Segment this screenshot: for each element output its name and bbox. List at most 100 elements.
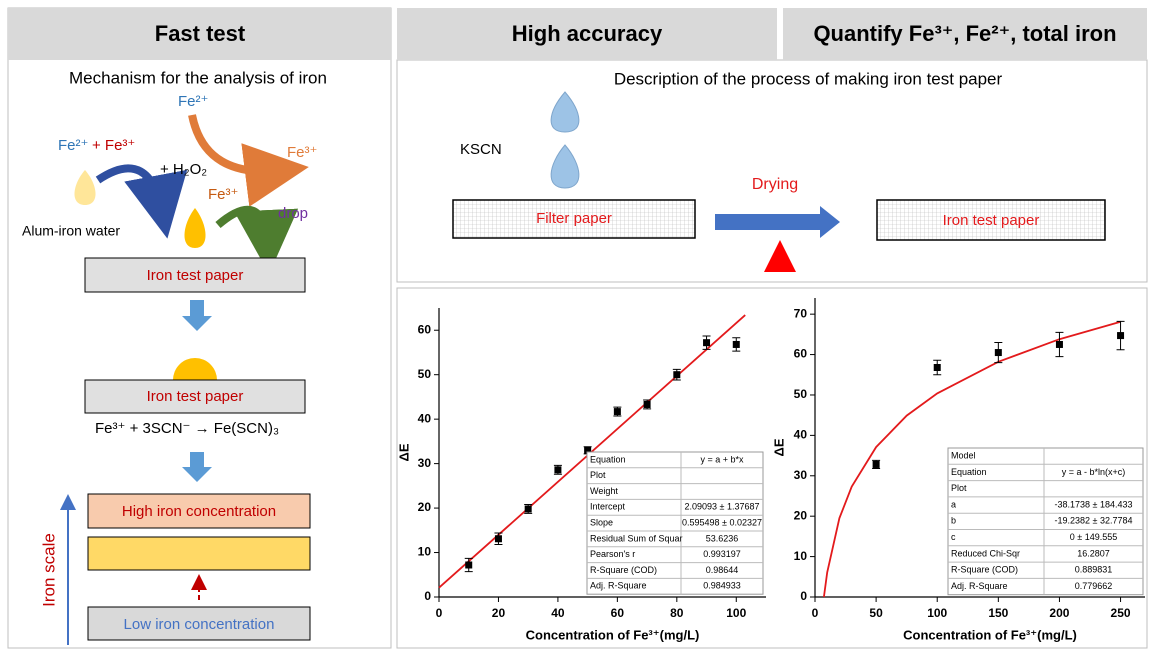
reaction-arrow	[98, 168, 163, 215]
table-cell: -38.1738 ± 184.433	[1054, 499, 1132, 509]
data-point	[525, 505, 532, 512]
table-cell: Plot	[590, 470, 606, 480]
panel-title: Description of the process of making iro…	[614, 69, 1003, 88]
x-axis-label: Concentration of Fe³⁺(mg/L)	[526, 627, 700, 642]
x-tick-label: 40	[551, 606, 565, 620]
table-cell: Reduced Chi-Sqr	[951, 548, 1020, 558]
y-tick-label: 30	[794, 468, 808, 482]
x-tick-label: 0	[436, 606, 443, 620]
color-box	[88, 537, 310, 570]
step-label: Drying	[752, 176, 798, 193]
ion-label: Fe²⁺	[178, 93, 208, 110]
table-cell: Equation	[590, 454, 626, 464]
reagent-label: KSCN	[460, 141, 502, 158]
flow-arrow	[715, 206, 840, 238]
x-axis-label: Concentration of Fe³⁺(mg/L)	[903, 627, 1077, 642]
x-tick-label: 80	[670, 606, 684, 620]
y-tick-label: 20	[794, 508, 808, 522]
table-cell: -19.2382 ± 32.7784	[1054, 516, 1132, 526]
box-label: High iron concentration	[122, 503, 276, 520]
y-tick-label: 30	[418, 456, 432, 470]
table-cell: Equation	[951, 467, 987, 477]
table-cell: 16.2807	[1077, 548, 1110, 558]
ion-label: Fe²⁺	[58, 137, 88, 154]
table-cell: 2.09093 ± 1.37687	[684, 502, 759, 512]
data-point	[673, 371, 680, 378]
box-label: Iron test paper	[147, 388, 244, 405]
table-cell: 53.6236	[706, 533, 739, 543]
reaction-arrow	[218, 210, 268, 250]
table-cell: Plot	[951, 483, 967, 493]
table-cell: Pearson's r	[590, 549, 635, 559]
table-cell: R-Square (COD)	[590, 565, 657, 575]
data-point	[873, 461, 880, 468]
data-point	[703, 339, 710, 346]
data-point	[614, 408, 621, 415]
x-tick-label: 100	[927, 606, 947, 620]
box-label: Filter paper	[536, 210, 612, 227]
data-point	[1117, 332, 1124, 339]
reagent-label: + H₂O₂	[160, 161, 207, 178]
ion-label: Fe³⁺	[287, 144, 317, 161]
table-cell: c	[951, 532, 956, 542]
y-axis-label: ΔE	[396, 443, 411, 461]
table-cell: Slope	[590, 517, 613, 527]
data-point	[733, 341, 740, 348]
y-tick-label: 20	[418, 500, 432, 514]
ion-label: Fe³⁺	[208, 186, 238, 203]
panel-title: Mechanism for the analysis of iron	[69, 68, 327, 87]
ion-label: + Fe³⁺	[92, 137, 135, 154]
header: Fast test	[155, 21, 246, 46]
y-tick-label: 40	[418, 411, 432, 425]
table-cell: a	[951, 499, 956, 509]
table-cell: Residual Sum of Squar	[590, 533, 683, 543]
y-tick-label: 60	[418, 322, 432, 336]
table-cell: Model	[951, 451, 976, 461]
table-cell: b	[951, 516, 956, 526]
table-cell: R-Square (COD)	[951, 565, 1018, 575]
data-point	[465, 561, 472, 568]
table-cell: Adj. R-Square	[951, 581, 1008, 591]
table-cell: 0.993197	[703, 549, 741, 559]
reagent-drop	[551, 145, 579, 188]
header: High accuracy	[512, 21, 663, 46]
sample-label: Alum-iron water	[22, 223, 120, 239]
table-cell: 0.984933	[703, 581, 741, 591]
x-tick-label: 200	[1049, 606, 1069, 620]
y-tick-label: 10	[794, 549, 808, 563]
scale-label: Iron scale	[39, 533, 58, 607]
page: { "headers": ["Fast test", "High accurac…	[0, 0, 1153, 650]
table-cell: y = a - b*ln(x+c)	[1062, 467, 1126, 477]
x-tick-label: 150	[988, 606, 1008, 620]
table-cell: Weight	[590, 486, 618, 496]
flow-arrow	[182, 452, 212, 482]
data-point	[554, 466, 561, 473]
y-tick-label: 0	[424, 589, 431, 603]
drop	[173, 358, 217, 380]
panel-frame	[397, 60, 1147, 282]
y-tick-label: 50	[794, 387, 808, 401]
x-tick-label: 60	[611, 606, 625, 620]
y-tick-label: 70	[794, 306, 808, 320]
table-cell: y = a + b*x	[700, 454, 744, 464]
x-tick-label: 0	[812, 606, 819, 620]
y-tick-label: 0	[800, 589, 807, 603]
header: Quantify Fe³⁺, Fe²⁺, total iron	[813, 21, 1116, 46]
data-point	[934, 364, 941, 371]
table-cell: 0.98644	[706, 565, 739, 575]
table-cell: 0 ± 149.555	[1070, 532, 1117, 542]
y-tick-label: 60	[794, 347, 808, 361]
data-point	[995, 349, 1002, 356]
step-label: drop	[278, 205, 308, 222]
y-tick-label: 10	[418, 545, 432, 559]
reagent-drop	[551, 92, 579, 132]
table-cell: 0.595498 ± 0.02327	[682, 517, 762, 527]
x-tick-label: 50	[869, 606, 883, 620]
table-cell: Intercept	[590, 502, 626, 512]
x-tick-label: 100	[726, 606, 746, 620]
table-cell: 0.779662	[1075, 581, 1113, 591]
reaction: Fe³⁺ + 3SCN⁻ → Fe(SCN)₃	[95, 420, 279, 437]
y-tick-label: 50	[418, 367, 432, 381]
flow-arrow	[182, 300, 212, 331]
y-tick-label: 40	[794, 428, 808, 442]
